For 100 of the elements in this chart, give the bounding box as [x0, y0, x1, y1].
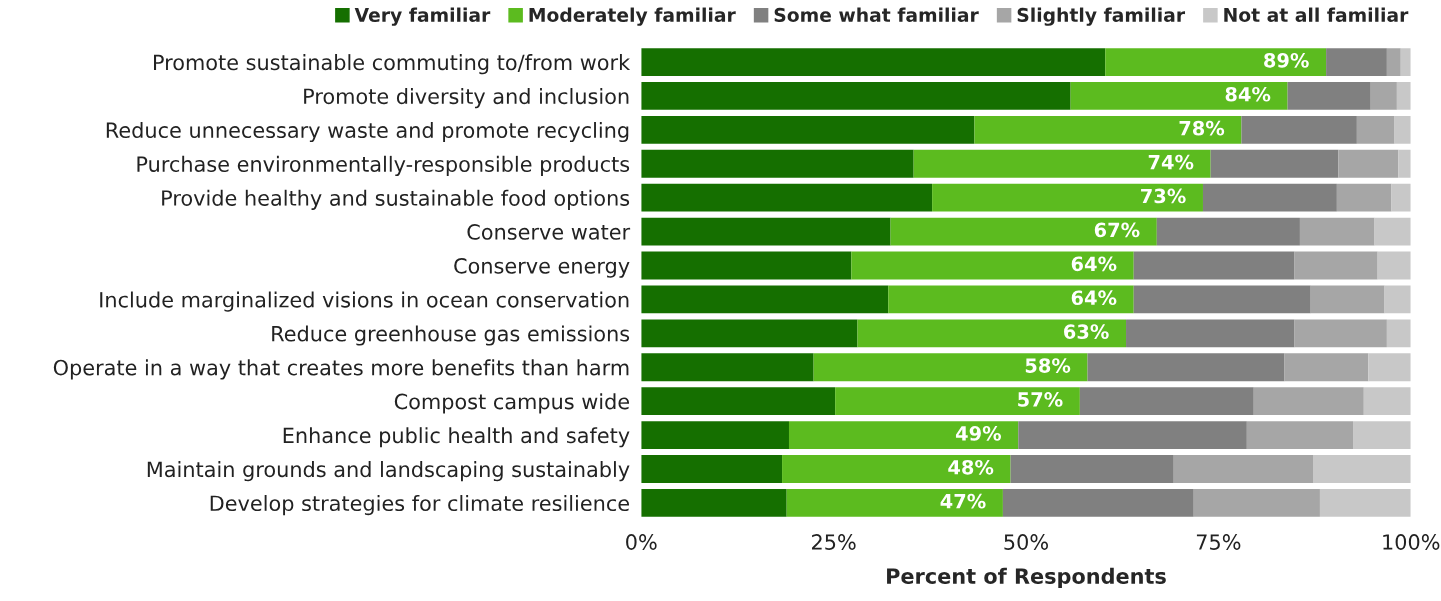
- bar: [641, 319, 858, 348]
- bar: [1087, 353, 1285, 382]
- bar: [1319, 489, 1411, 517]
- bar: [641, 217, 891, 246]
- annotation: 64%: [1071, 290, 1117, 306]
- bar: [890, 217, 1157, 246]
- bar: [641, 489, 787, 517]
- bar: [1210, 149, 1339, 178]
- bar: [1294, 319, 1387, 348]
- bar: [813, 353, 1088, 382]
- annotation: 74%: [1148, 154, 1194, 170]
- bar: [1356, 115, 1395, 144]
- bar: [932, 183, 1203, 212]
- x-axis-title: Percent of Respondents: [887, 567, 1166, 588]
- x-tick-label: 100%: [1383, 534, 1440, 550]
- bar: [1310, 285, 1385, 314]
- bar: [1079, 387, 1254, 416]
- bar: [641, 149, 914, 178]
- legend-label: Slightly familiar: [1017, 7, 1186, 26]
- bar: [1363, 387, 1411, 416]
- bar: [857, 319, 1127, 348]
- annotation: 89%: [1264, 52, 1309, 68]
- bar: [1105, 48, 1327, 76]
- bar: [1253, 387, 1364, 416]
- bar: [641, 115, 975, 144]
- bar: [1400, 48, 1411, 76]
- y-tick-label: Develop strategies for climate resilience: [210, 494, 630, 516]
- bar: [1010, 455, 1174, 483]
- x-tick-label: 75%: [1196, 534, 1241, 550]
- y-tick-label: Compost campus wide: [394, 393, 630, 414]
- bar: [1133, 251, 1295, 280]
- bar: [786, 489, 1003, 517]
- bar: [1002, 489, 1194, 517]
- annotation: 49%: [955, 426, 1002, 441]
- bar: [782, 455, 1011, 483]
- bar: [1133, 285, 1311, 314]
- bar: [1126, 319, 1295, 348]
- y-tick-label: Include marginalized visions in ocean conservation: [100, 291, 629, 312]
- bar: [641, 455, 783, 483]
- bar: [1070, 82, 1288, 110]
- bar: [641, 387, 836, 416]
- x-tick-label: 25%: [811, 534, 856, 550]
- bar: [1384, 285, 1411, 314]
- annotation: 64%: [1071, 256, 1117, 272]
- annotation: 63%: [1064, 324, 1109, 339]
- y-tick-label: Promote diversity and inclusion: [304, 88, 629, 109]
- y-tick-label: Purchase environmentally-responsible products: [137, 155, 630, 177]
- x-tick-label: 50%: [1004, 534, 1048, 550]
- annotation: 67%: [1094, 222, 1140, 238]
- bar: [974, 115, 1242, 144]
- bar: [1018, 421, 1247, 449]
- bar: [1246, 421, 1354, 449]
- bar: [1284, 353, 1369, 382]
- bar: [1287, 82, 1371, 110]
- bar: [1374, 217, 1411, 246]
- y-tick-label: Promote sustainable commuting to/from work: [154, 54, 631, 75]
- bar: [1294, 251, 1378, 280]
- bar: [1386, 48, 1401, 76]
- annotation: 58%: [1025, 358, 1071, 373]
- annotation: 73%: [1141, 188, 1186, 204]
- y-tick-label: Reduce unnecessary waste and promote recycling: [106, 121, 629, 143]
- bar: [1391, 183, 1411, 212]
- bar: [641, 421, 789, 449]
- y-tick-label: Reduce greenhouse gas emissions: [272, 325, 630, 346]
- bar: [641, 48, 1106, 76]
- bar: [1299, 217, 1375, 246]
- bar: [1353, 421, 1411, 449]
- annotation: 78%: [1179, 120, 1225, 136]
- bar: [1370, 82, 1397, 110]
- bar: [1398, 149, 1411, 178]
- legend-label: Very familiar: [354, 7, 491, 26]
- bar: [1313, 455, 1411, 483]
- bar: [1336, 183, 1392, 212]
- y-tick-label: Provide healthy and sustainable food options: [162, 189, 630, 210]
- bar: [788, 421, 1019, 449]
- bar: [1173, 455, 1314, 483]
- bar: [913, 149, 1211, 178]
- annotation: 47%: [940, 493, 986, 509]
- bar: [1338, 149, 1399, 178]
- bar: [1193, 489, 1320, 517]
- bar: [1326, 48, 1387, 76]
- legend-label: Some what familiar: [774, 7, 979, 23]
- bar: [1156, 217, 1300, 246]
- x-tick-label: 0%: [626, 534, 657, 550]
- y-tick-label: Maintain grounds and landscaping sustainably: [147, 461, 630, 482]
- bar: [1386, 319, 1411, 348]
- y-tick-label: Conserve energy: [454, 257, 630, 278]
- annotation: 84%: [1225, 86, 1271, 102]
- y-tick-label: Operate in a way that creates more benefits than harm: [53, 359, 629, 380]
- y-tick-label: Enhance public health and safety: [283, 427, 630, 448]
- annotation: 48%: [948, 459, 994, 475]
- y-tick-label: Conserve water: [467, 224, 631, 240]
- bar: [641, 183, 933, 212]
- bar: [641, 285, 889, 314]
- bar: [641, 251, 852, 280]
- bar: [835, 387, 1080, 416]
- legend-label: Not at all familiar: [1224, 7, 1409, 23]
- bar: [1396, 82, 1411, 110]
- bar: [851, 251, 1134, 280]
- bar: [1394, 115, 1411, 144]
